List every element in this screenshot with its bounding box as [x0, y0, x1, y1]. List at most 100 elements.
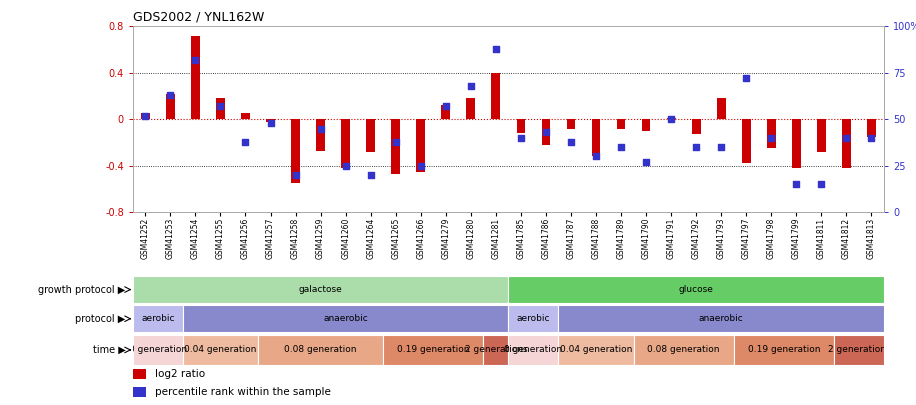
Bar: [258, 335, 383, 365]
Bar: [133, 276, 508, 303]
Text: log2 ratio: log2 ratio: [156, 369, 205, 379]
Point: [764, 134, 779, 141]
Bar: [366, 119, 375, 152]
Bar: [133, 305, 183, 332]
Bar: [133, 387, 147, 397]
Bar: [867, 119, 876, 137]
Bar: [442, 105, 450, 119]
Bar: [642, 119, 650, 131]
Bar: [267, 119, 275, 122]
Point: [364, 172, 378, 178]
Bar: [216, 98, 224, 119]
Bar: [592, 119, 600, 156]
Point: [313, 125, 328, 132]
Bar: [616, 119, 626, 128]
Bar: [291, 119, 300, 183]
Text: 2 generations: 2 generations: [464, 345, 528, 354]
Bar: [183, 335, 258, 365]
Bar: [834, 335, 884, 365]
Text: GDS2002 / YNL162W: GDS2002 / YNL162W: [133, 11, 264, 24]
Text: 2 generations: 2 generations: [827, 345, 890, 354]
Text: 0.08 generation: 0.08 generation: [284, 345, 357, 354]
Bar: [742, 119, 750, 164]
Bar: [634, 335, 734, 365]
Point: [614, 144, 628, 150]
Point: [638, 159, 653, 165]
Text: percentile rank within the sample: percentile rank within the sample: [156, 387, 332, 397]
Point: [263, 120, 278, 126]
Bar: [141, 113, 149, 119]
Bar: [817, 119, 825, 152]
Bar: [133, 369, 147, 379]
Point: [388, 139, 403, 145]
Point: [664, 116, 679, 122]
Point: [714, 144, 728, 150]
Text: aerobic: aerobic: [141, 314, 175, 323]
Text: 0.08 generation: 0.08 generation: [648, 345, 720, 354]
Text: anaerobic: anaerobic: [323, 314, 368, 323]
Point: [589, 153, 604, 160]
Point: [138, 112, 153, 119]
Bar: [692, 119, 701, 134]
Text: aerobic: aerobic: [517, 314, 551, 323]
Bar: [717, 98, 725, 119]
Text: 0.19 generation: 0.19 generation: [397, 345, 470, 354]
Point: [463, 83, 478, 89]
Bar: [508, 305, 559, 332]
Bar: [541, 119, 551, 145]
Point: [539, 129, 553, 136]
Bar: [667, 118, 675, 119]
Point: [413, 162, 428, 169]
Point: [739, 75, 754, 82]
Bar: [559, 335, 634, 365]
Point: [488, 45, 503, 52]
Point: [439, 103, 453, 109]
Bar: [316, 119, 325, 151]
Point: [213, 103, 228, 109]
Bar: [484, 335, 508, 365]
Point: [789, 181, 803, 188]
Bar: [842, 119, 851, 168]
Text: 0.04 generation: 0.04 generation: [560, 345, 632, 354]
Bar: [508, 335, 559, 365]
Point: [814, 181, 829, 188]
Text: anaerobic: anaerobic: [699, 314, 744, 323]
Bar: [166, 94, 175, 119]
Bar: [517, 119, 525, 133]
Point: [338, 162, 353, 169]
Point: [163, 92, 178, 98]
Point: [864, 134, 878, 141]
Bar: [191, 36, 200, 119]
Bar: [567, 119, 575, 128]
Point: [289, 172, 303, 178]
Bar: [342, 119, 350, 168]
Bar: [492, 73, 500, 119]
Text: galactose: galactose: [299, 285, 343, 294]
Bar: [767, 119, 776, 148]
Text: time ▶: time ▶: [93, 345, 125, 355]
Bar: [734, 335, 834, 365]
Text: glucose: glucose: [679, 285, 714, 294]
Point: [188, 57, 202, 63]
Bar: [559, 305, 884, 332]
Point: [563, 139, 578, 145]
Text: 0.04 generation: 0.04 generation: [184, 345, 256, 354]
Point: [839, 134, 854, 141]
Bar: [508, 276, 884, 303]
Bar: [466, 98, 475, 119]
Text: 0 generation: 0 generation: [505, 345, 562, 354]
Point: [238, 139, 253, 145]
Bar: [792, 119, 801, 168]
Text: protocol ▶: protocol ▶: [75, 314, 125, 324]
Bar: [133, 335, 183, 365]
Text: 0 generation: 0 generation: [129, 345, 187, 354]
Bar: [383, 335, 484, 365]
Bar: [241, 113, 250, 119]
Point: [689, 144, 703, 150]
Bar: [183, 305, 508, 332]
Bar: [391, 119, 400, 174]
Point: [514, 134, 529, 141]
Text: growth protocol ▶: growth protocol ▶: [38, 285, 125, 294]
Text: 0.19 generation: 0.19 generation: [747, 345, 820, 354]
Bar: [417, 119, 425, 172]
